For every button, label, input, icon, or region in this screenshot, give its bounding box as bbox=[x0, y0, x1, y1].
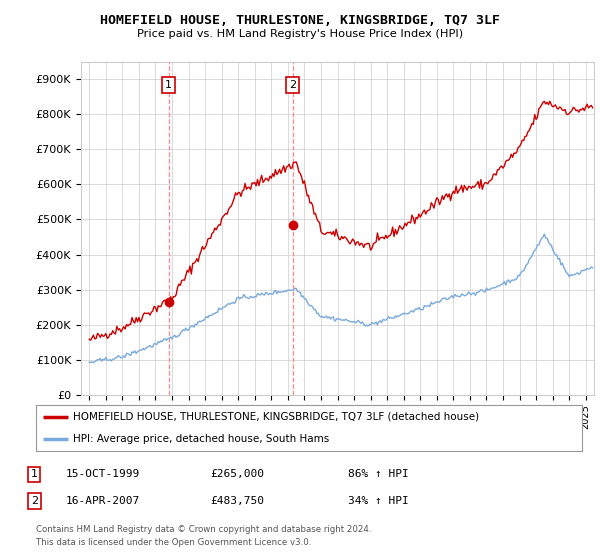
Text: 16-APR-2007: 16-APR-2007 bbox=[66, 496, 140, 506]
Text: 2: 2 bbox=[289, 80, 296, 90]
Text: HOMEFIELD HOUSE, THURLESTONE, KINGSBRIDGE, TQ7 3LF (detached house): HOMEFIELD HOUSE, THURLESTONE, KINGSBRIDG… bbox=[73, 412, 479, 422]
Text: 15-OCT-1999: 15-OCT-1999 bbox=[66, 469, 140, 479]
Text: 34% ↑ HPI: 34% ↑ HPI bbox=[348, 496, 409, 506]
Text: HOMEFIELD HOUSE, THURLESTONE, KINGSBRIDGE, TQ7 3LF: HOMEFIELD HOUSE, THURLESTONE, KINGSBRIDG… bbox=[100, 14, 500, 27]
Text: 86% ↑ HPI: 86% ↑ HPI bbox=[348, 469, 409, 479]
Text: £265,000: £265,000 bbox=[210, 469, 264, 479]
Text: 1: 1 bbox=[31, 469, 38, 479]
Text: 1: 1 bbox=[165, 80, 172, 90]
Text: Price paid vs. HM Land Registry's House Price Index (HPI): Price paid vs. HM Land Registry's House … bbox=[137, 29, 463, 39]
Text: This data is licensed under the Open Government Licence v3.0.: This data is licensed under the Open Gov… bbox=[36, 538, 311, 547]
Text: Contains HM Land Registry data © Crown copyright and database right 2024.: Contains HM Land Registry data © Crown c… bbox=[36, 525, 371, 534]
Text: HPI: Average price, detached house, South Hams: HPI: Average price, detached house, Sout… bbox=[73, 434, 329, 444]
Text: £483,750: £483,750 bbox=[210, 496, 264, 506]
Text: 2: 2 bbox=[31, 496, 38, 506]
